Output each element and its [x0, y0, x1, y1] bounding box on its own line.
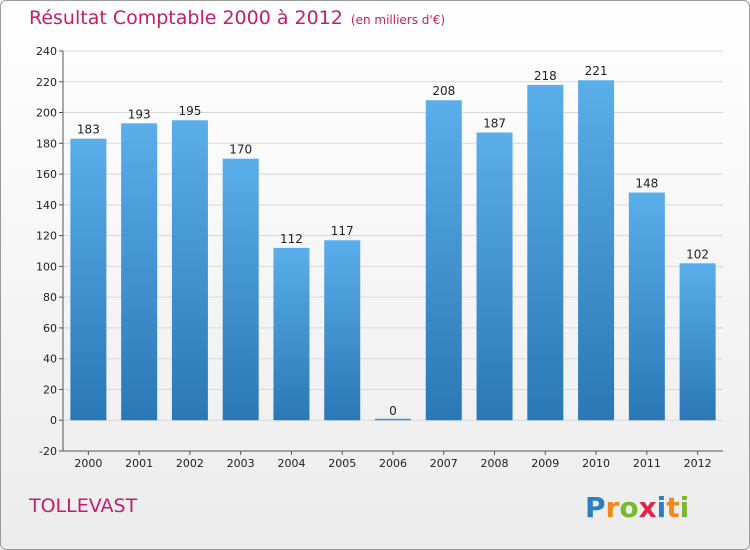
data-label: 187	[483, 117, 506, 131]
x-tick-label: 2005	[328, 457, 356, 470]
data-label: 218	[534, 69, 557, 83]
bar	[70, 138, 107, 421]
x-tick-label: 2006	[379, 457, 407, 470]
bar	[425, 100, 462, 421]
y-tick-label: 120	[36, 230, 57, 243]
bar	[273, 247, 310, 421]
x-tick-label: 2008	[481, 457, 509, 470]
bar	[222, 158, 259, 421]
chart-unit: (en milliers d'€)	[350, 13, 446, 27]
data-label: 193	[128, 107, 151, 121]
x-tick-label: 2003	[227, 457, 255, 470]
bar	[578, 80, 615, 421]
data-label: 170	[229, 143, 252, 157]
data-label: 112	[280, 232, 303, 246]
y-tick-label: 20	[43, 383, 57, 396]
y-tick-label: 40	[43, 353, 57, 366]
bar	[324, 240, 361, 421]
bar	[375, 418, 411, 421]
bar	[171, 120, 208, 421]
bars	[70, 80, 716, 421]
data-label: 208	[432, 84, 455, 98]
y-tick-label: 220	[36, 76, 57, 89]
chart-title-text: Résultat Comptable 2000 à 2012	[29, 7, 343, 29]
data-label: 117	[331, 224, 354, 238]
data-label: 0	[389, 404, 397, 418]
y-tick-label: 80	[43, 291, 57, 304]
proxiti-logo[interactable]: Proxiti	[583, 487, 693, 527]
data-label: 221	[585, 64, 608, 78]
x-tick-label: 2011	[633, 457, 661, 470]
axes	[59, 50, 723, 455]
bar	[121, 123, 158, 421]
bar	[476, 132, 513, 421]
bar	[527, 84, 564, 421]
y-tick-label: 160	[36, 168, 57, 181]
chart-title: Résultat Comptable 2000 à 2012 (en millie…	[29, 7, 445, 29]
y-tick-label: 240	[36, 45, 57, 58]
bar	[628, 192, 665, 421]
y-tick-label: 200	[36, 107, 57, 120]
bar	[679, 263, 716, 421]
x-tick-label: 2007	[430, 457, 458, 470]
y-tick-label: 100	[36, 260, 57, 273]
data-labels: 183 193 195 170 112 117 0 208 187 218 221 148 102	[77, 64, 709, 418]
y-tick-label: -20	[39, 445, 57, 458]
data-label: 148	[635, 177, 658, 191]
x-tick-label: 2001	[125, 457, 153, 470]
x-tick-labels: 2000 2001 2002 2003 2004 2005 2006 2007 2008 2009…	[74, 457, 711, 470]
x-tick-label: 2012	[684, 457, 712, 470]
data-label: 102	[686, 247, 709, 261]
grid-lines	[63, 50, 723, 452]
x-tick-label: 2000	[74, 457, 102, 470]
svg-text:Proxiti: Proxiti	[585, 491, 689, 524]
x-tick-label: 2004	[277, 457, 305, 470]
y-tick-label: 0	[50, 414, 57, 427]
x-tick-label: 2010	[582, 457, 610, 470]
y-tick-label: 60	[43, 322, 57, 335]
x-tick-label: 2002	[176, 457, 204, 470]
y-tick-labels: -20 0 20 40 60 80 100 120 140 160 180 200 220 240	[36, 45, 57, 458]
y-tick-label: 140	[36, 199, 57, 212]
commune-name: TOLLEVAST	[29, 495, 138, 517]
y-tick-label: 180	[36, 137, 57, 150]
x-tick-label: 2009	[531, 457, 559, 470]
data-label: 183	[77, 123, 100, 137]
data-label: 195	[178, 104, 201, 118]
